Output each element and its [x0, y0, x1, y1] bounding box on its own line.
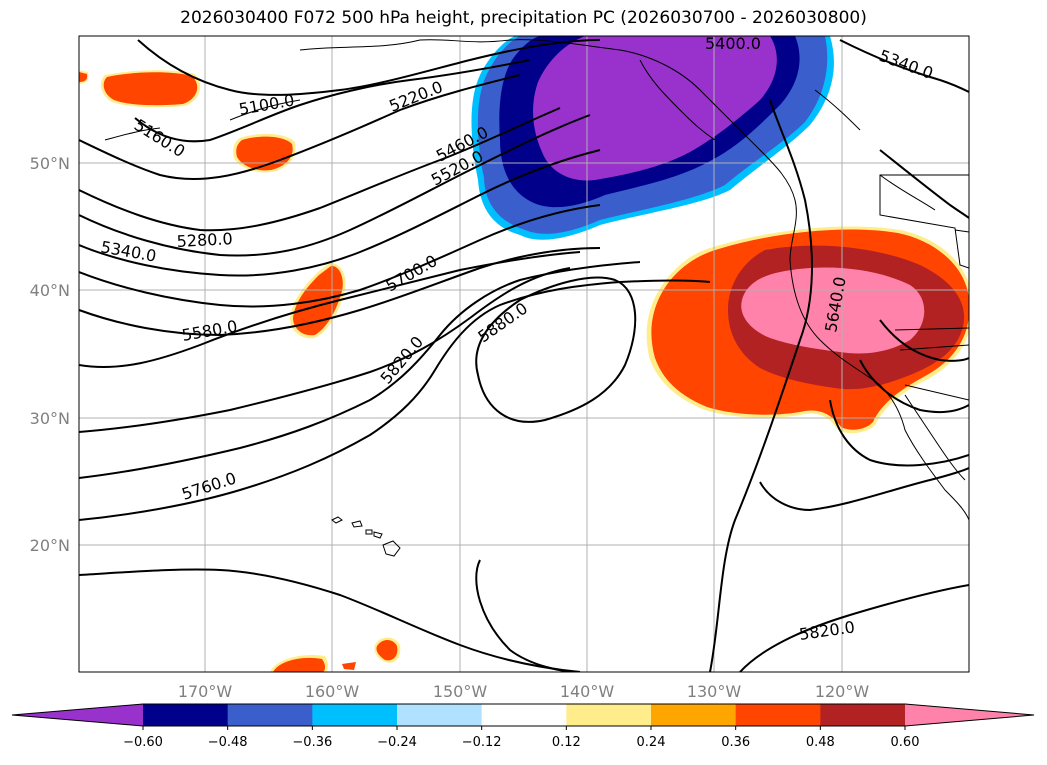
lat-label: 50°N [30, 154, 70, 173]
colorbar-tick-label: 0.24 [637, 735, 666, 750]
negative-precip-anomaly [471, 36, 834, 240]
colorbar-swatch [735, 704, 821, 726]
lat-label: 40°N [30, 281, 70, 300]
graticule [79, 36, 969, 672]
lon-label: 120°W [815, 682, 870, 701]
lat-label: 30°N [30, 409, 70, 428]
colorbar-tick-label: −0.12 [462, 735, 502, 750]
colorbar-swatch [820, 704, 906, 726]
colorbar [11, 703, 1035, 727]
longitude-labels: 170°W 160°W 150°W 140°W 130°W 120°W [178, 682, 870, 701]
colorbar-swatch [566, 704, 652, 726]
colorbar-swatch [481, 704, 567, 726]
map-frame [78, 35, 970, 673]
lon-label: 130°W [687, 682, 742, 701]
colorbar-extend-high [905, 704, 1034, 726]
colorbar-tick-label: −0.60 [123, 735, 163, 750]
colorbar-tick-label: 0.48 [806, 735, 835, 750]
colorbar-ticks: −0.60 −0.48 −0.36 −0.24 −0.12 0.12 0.24 0.36 0.4… [123, 726, 919, 750]
latitude-labels: 50°N 40°N 30°N 20°N [30, 154, 70, 555]
colorbar-tick-label: −0.36 [292, 735, 332, 750]
colorbar-swatch [143, 704, 229, 726]
colorbar-tick-label: −0.48 [208, 735, 248, 750]
colorbar-swatch [397, 704, 483, 726]
contour-label: 5280.0 [176, 229, 233, 251]
map-title: 2026030400 F072 500 hPa height, precipit… [180, 8, 867, 28]
colorbar-swatch [312, 704, 398, 726]
lon-label: 170°W [178, 682, 233, 701]
colorbar-swatch [227, 704, 313, 726]
lat-label: 20°N [30, 536, 70, 555]
colorbar-tick-label: 0.60 [891, 735, 920, 750]
contour-label: 5400.0 [705, 34, 761, 53]
colorbar-tick-label: −0.24 [377, 735, 417, 750]
lon-label: 140°W [560, 682, 615, 701]
colorbar-swatch [651, 704, 737, 726]
colorbar-extend-low [12, 704, 143, 726]
lon-label: 160°W [305, 682, 360, 701]
colorbar-tick-label: 0.36 [721, 735, 750, 750]
coastlines [104, 39, 969, 521]
lon-label: 150°W [433, 682, 488, 701]
height-contours [79, 39, 969, 672]
hawaiian-islands [331, 516, 401, 557]
positive-precip-anomaly [646, 226, 969, 434]
colorbar-tick-label: 0.12 [552, 735, 581, 750]
